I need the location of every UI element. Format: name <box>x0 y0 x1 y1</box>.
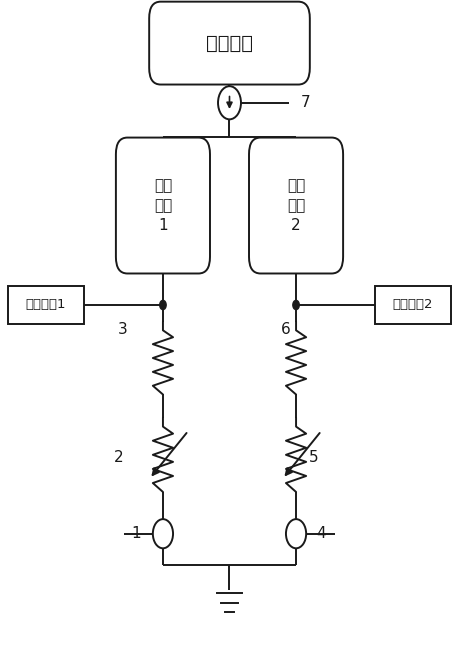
Text: 输出端子2: 输出端子2 <box>393 298 433 312</box>
FancyBboxPatch shape <box>375 286 451 324</box>
Text: 输入
端子
1: 输入 端子 1 <box>154 178 172 233</box>
Text: 7: 7 <box>301 95 310 110</box>
FancyBboxPatch shape <box>249 138 343 274</box>
Circle shape <box>160 300 166 310</box>
Text: 输出端子1: 输出端子1 <box>26 298 66 312</box>
FancyBboxPatch shape <box>8 286 84 324</box>
Text: 5: 5 <box>309 450 319 465</box>
Text: 6: 6 <box>281 322 291 337</box>
Text: 2: 2 <box>113 450 123 465</box>
Circle shape <box>293 300 299 310</box>
Text: 1: 1 <box>132 526 141 541</box>
Text: 供电电源: 供电电源 <box>206 34 253 52</box>
FancyBboxPatch shape <box>116 138 210 274</box>
Text: 3: 3 <box>118 322 128 337</box>
FancyBboxPatch shape <box>149 1 310 85</box>
Text: 输入
端子
2: 输入 端子 2 <box>287 178 305 233</box>
Text: 4: 4 <box>317 526 326 541</box>
